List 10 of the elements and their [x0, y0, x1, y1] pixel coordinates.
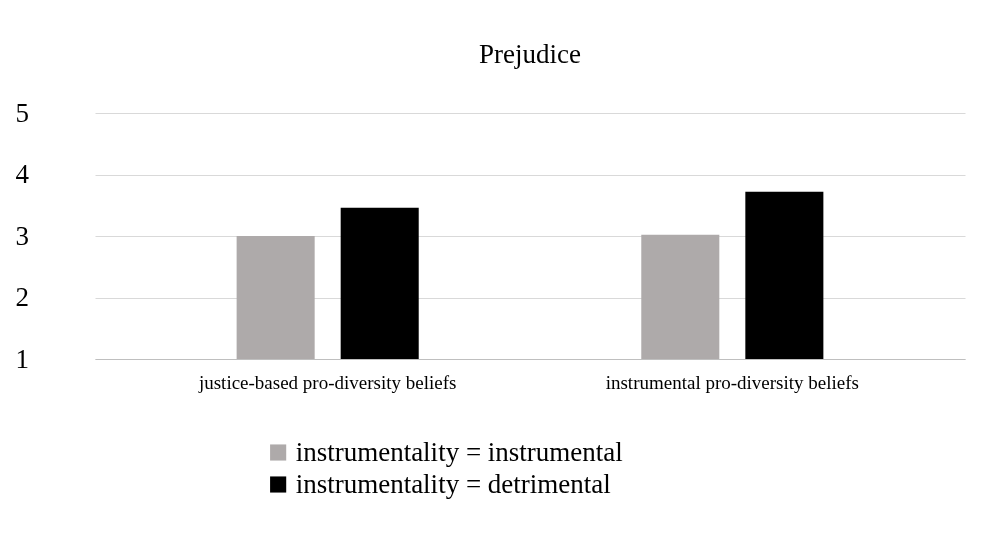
y-tick-label: 5	[15, 97, 29, 128]
x-tick-label: instrumental pro-diversity beliefs	[605, 371, 859, 393]
y-tick-label: 1	[15, 343, 29, 374]
legend-label: instrumentality = instrumental	[295, 436, 623, 467]
x-tick-label: justice-based pro-diversity beliefs	[197, 371, 457, 393]
chart-title: Prejudice	[479, 39, 581, 69]
y-tick-label: 3	[15, 220, 29, 251]
y-tick-label: 4	[15, 159, 30, 189]
legend-label: instrumentality = detrimental	[295, 468, 611, 499]
y-tick-label: 2	[15, 282, 29, 312]
